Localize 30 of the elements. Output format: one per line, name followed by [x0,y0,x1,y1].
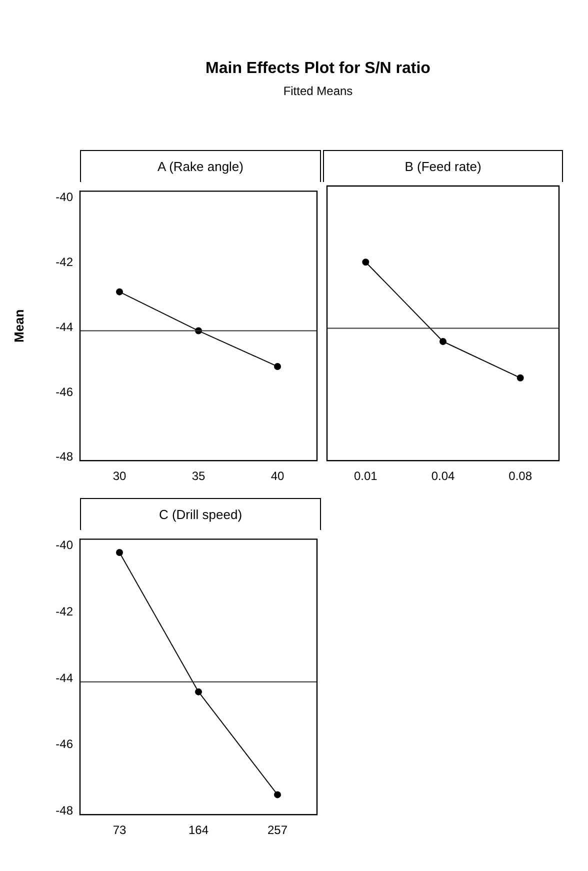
x-tick-label: 0.04 [431,469,455,484]
point [116,548,123,556]
text: Fitted Means [282,84,354,98]
y-tick-label: -42 [56,254,74,269]
x-tick-label: 257 [267,823,288,838]
chart-title: A (Rake angle) [80,150,321,182]
chart-title: C (Drill speed) [80,498,321,530]
x-tick-label: 0.01 [354,469,378,484]
text: Main Effects Plot for S/N ratio [204,60,432,78]
x-tick-label: 40 [270,469,284,484]
point [274,791,281,798]
y-tick-label: -40 [56,190,74,204]
point [195,688,202,696]
point [116,288,123,296]
y-tick-label: -44 [56,670,74,685]
y-tick-label: -42 [56,604,74,619]
x-tick-label: 30 [112,469,126,484]
x-tick-label: 164 [188,823,209,838]
y-tick-label: -46 [56,384,74,399]
chart-title: B (Feed rate) [323,150,563,182]
x-tick-label: 73 [112,823,126,838]
point [274,362,281,370]
y-axis-title: Mean [11,309,26,343]
y-tick-label: -44 [56,320,74,334]
y-tick-label: -48 [56,804,74,818]
y-tick-label: -40 [56,538,74,552]
x-tick-label: 35 [192,469,206,484]
y-tick-label: -48 [56,450,74,464]
x-tick-label: 0.08 [508,469,532,484]
y-tick-label: -46 [56,737,74,752]
